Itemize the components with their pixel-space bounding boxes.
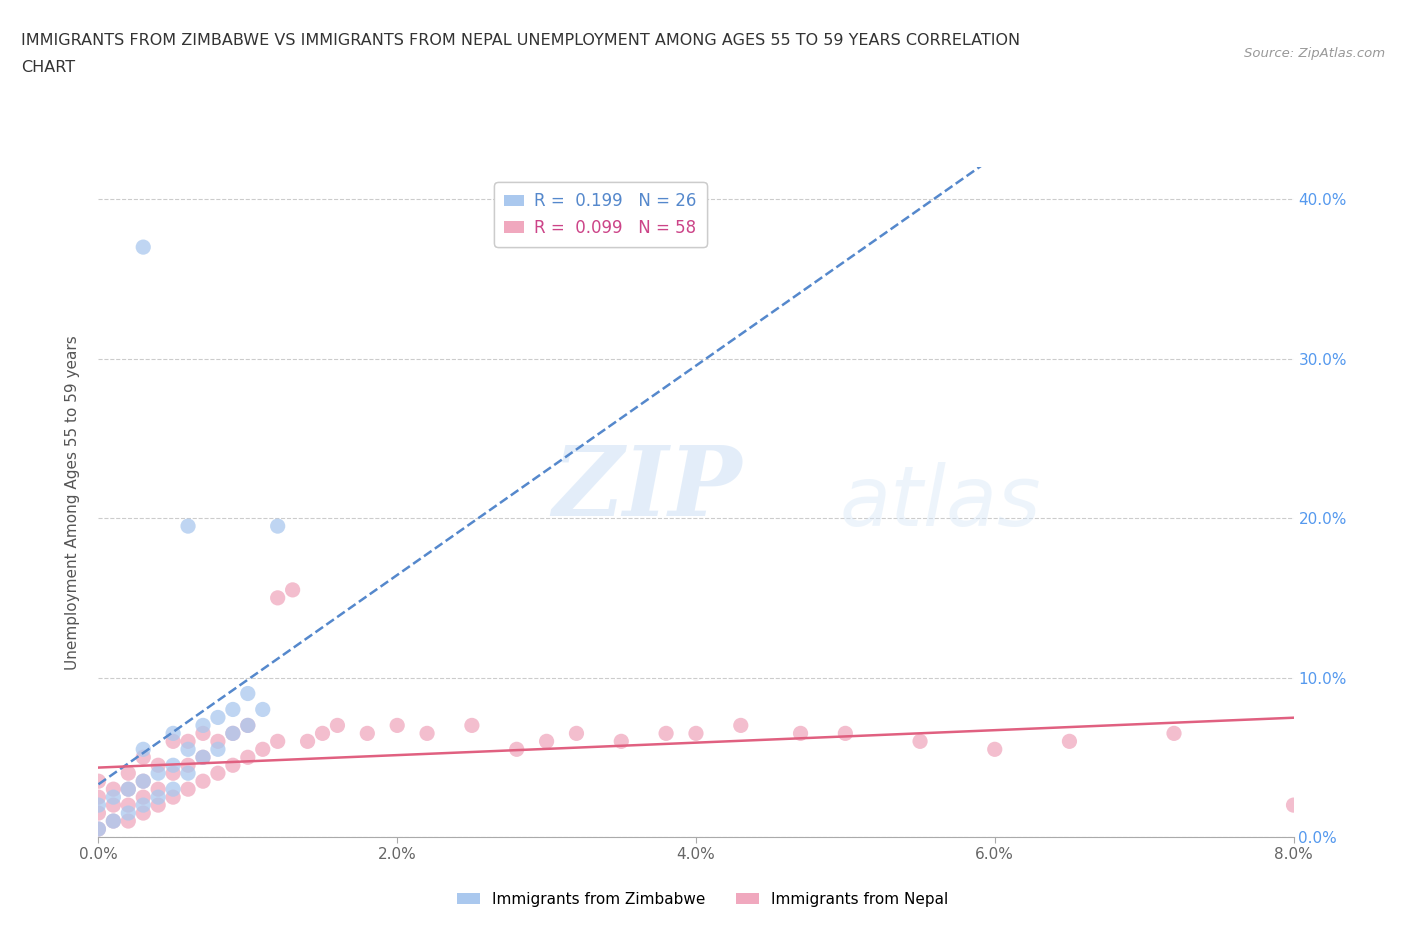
Point (162, 734, 184, 749)
Point (236, 686, 259, 701)
Point (87, 798, 110, 813)
Point (1282, 798, 1305, 813)
Y-axis label: Unemployment Among Ages 55 to 59 years: Unemployment Among Ages 55 to 59 years (65, 335, 80, 670)
Point (132, 750, 155, 764)
Point (236, 750, 259, 764)
Point (148, 798, 170, 813)
Point (222, 702, 245, 717)
Point (87, 774, 110, 789)
Point (162, 758, 184, 773)
Point (461, 718, 484, 733)
Point (385, 718, 409, 733)
Point (87, 821, 110, 836)
Point (87, 805, 110, 820)
Point (132, 240, 155, 255)
Point (103, 782, 125, 797)
Point (132, 774, 155, 789)
Point (297, 734, 319, 749)
Point (834, 726, 856, 741)
Point (132, 805, 155, 820)
Point (103, 798, 125, 813)
Point (132, 742, 155, 757)
Point (148, 758, 170, 773)
Point (207, 765, 229, 780)
Legend: Immigrants from Zimbabwe, Immigrants from Nepal: Immigrants from Zimbabwe, Immigrants fro… (451, 886, 955, 913)
Point (207, 710, 229, 724)
Text: atlas: atlas (839, 461, 1040, 543)
Point (191, 750, 214, 764)
Point (281, 582, 304, 597)
Point (207, 742, 229, 757)
Point (326, 718, 349, 733)
Point (177, 758, 200, 773)
Text: ZIP: ZIP (553, 442, 742, 536)
Point (565, 726, 588, 741)
Point (148, 782, 170, 797)
Point (177, 782, 200, 797)
Point (162, 726, 184, 741)
Point (117, 798, 139, 813)
Point (610, 734, 633, 749)
Point (191, 718, 214, 733)
Point (162, 765, 184, 780)
Point (132, 798, 155, 813)
Point (1163, 726, 1185, 741)
Point (252, 702, 274, 717)
Point (148, 765, 170, 780)
Point (416, 726, 439, 741)
Point (103, 814, 125, 829)
Point (117, 782, 139, 797)
Point (103, 814, 125, 829)
Point (103, 790, 125, 804)
Point (162, 790, 184, 804)
Point (1059, 734, 1081, 749)
Point (222, 758, 245, 773)
Point (267, 591, 290, 605)
Point (191, 750, 214, 764)
Point (311, 726, 333, 741)
Point (177, 765, 200, 780)
Point (222, 726, 245, 741)
Point (685, 726, 707, 741)
Point (252, 742, 274, 757)
Point (191, 774, 214, 789)
Point (117, 782, 139, 797)
Point (117, 805, 139, 820)
Point (983, 742, 1005, 757)
Point (236, 718, 259, 733)
Point (132, 774, 155, 789)
Point (267, 734, 290, 749)
Text: IMMIGRANTS FROM ZIMBABWE VS IMMIGRANTS FROM NEPAL UNEMPLOYMENT AMONG AGES 55 TO : IMMIGRANTS FROM ZIMBABWE VS IMMIGRANTS F… (21, 33, 1021, 47)
Point (236, 718, 259, 733)
Point (177, 734, 200, 749)
Point (177, 742, 200, 757)
Text: CHART: CHART (21, 60, 75, 75)
Legend: R =  0.199   N = 26, R =  0.099   N = 58: R = 0.199 N = 26, R = 0.099 N = 58 (494, 182, 707, 246)
Point (117, 814, 139, 829)
Point (191, 726, 214, 741)
Point (730, 718, 752, 733)
Point (162, 782, 184, 797)
Point (506, 742, 529, 757)
Point (655, 726, 678, 741)
Point (117, 765, 139, 780)
Point (207, 734, 229, 749)
Point (148, 790, 170, 804)
Point (177, 519, 200, 534)
Text: Source: ZipAtlas.com: Source: ZipAtlas.com (1244, 46, 1385, 60)
Point (536, 734, 558, 749)
Point (789, 726, 811, 741)
Point (267, 519, 290, 534)
Point (356, 726, 378, 741)
Point (87, 790, 110, 804)
Point (87, 821, 110, 836)
Point (908, 734, 931, 749)
Point (222, 726, 245, 741)
Point (132, 790, 155, 804)
